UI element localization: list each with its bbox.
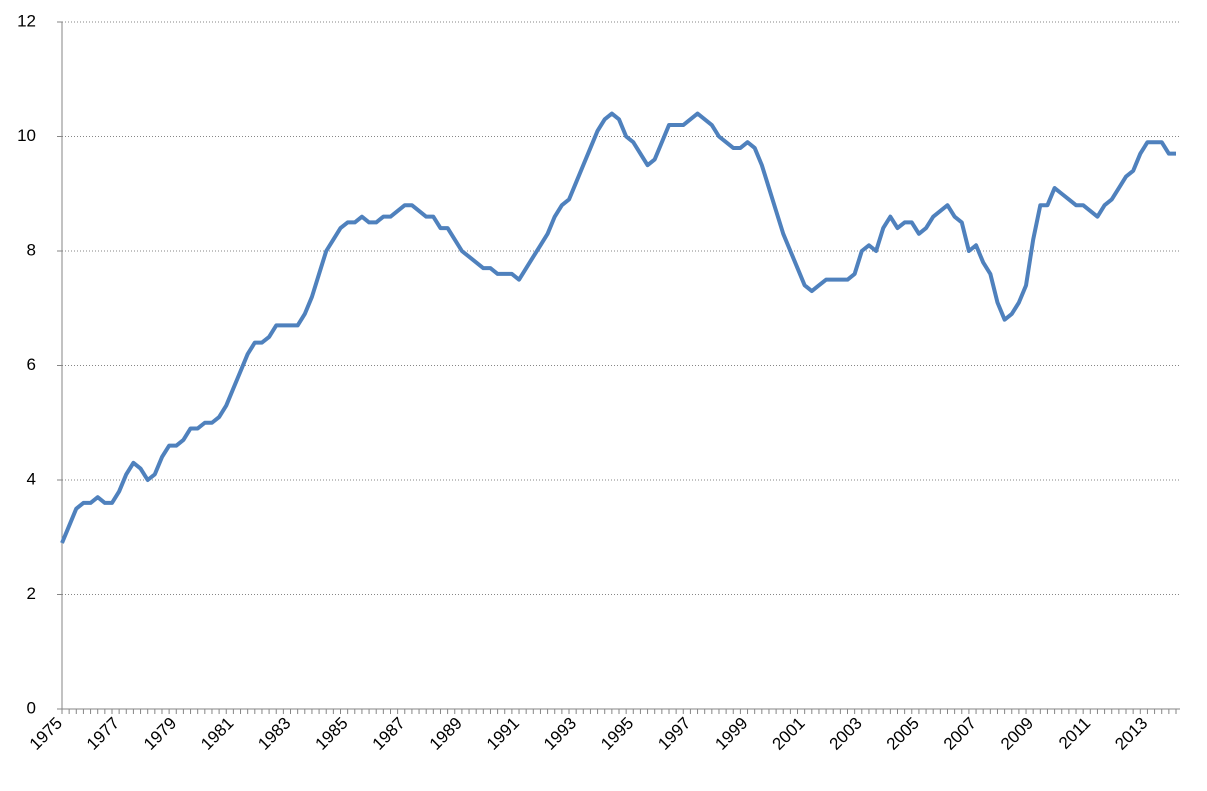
x-tick-label: 2011 [1055,714,1094,753]
x-tick-label: 1995 [597,714,637,754]
x-tick-label: 1993 [540,714,580,754]
y-tick-label: 10 [17,126,36,145]
x-tick-label: 1981 [197,714,237,754]
data-line [60,111,1176,544]
x-tick-label: 2013 [1111,714,1151,754]
x-tick-label: 2003 [826,714,866,754]
x-tick-label: 1979 [140,714,180,754]
x-tick-label: 1997 [654,714,694,754]
y-tick-label: 4 [27,469,36,488]
x-tick-label: 1975 [26,714,66,754]
y-tick-label: 6 [27,355,36,374]
x-tick-label: 1987 [369,714,409,754]
x-tick-label: 2009 [997,714,1037,754]
x-tick-label: 2007 [940,714,980,754]
x-tick-label: 1991 [483,714,523,754]
x-tick-label: 2005 [883,714,923,754]
y-tick-label: 12 [17,11,36,30]
x-tick-label: 1999 [711,714,751,754]
x-tick-label: 1989 [426,714,466,754]
x-tick-label: 1985 [311,714,351,754]
x-tick-label: 2001 [768,714,808,754]
x-tick-label: 1983 [254,714,294,754]
y-tick-label: 8 [27,240,36,259]
x-tick-label: 1977 [83,714,123,754]
y-tick-label: 2 [27,584,36,603]
y-tick-label: 0 [27,698,36,717]
